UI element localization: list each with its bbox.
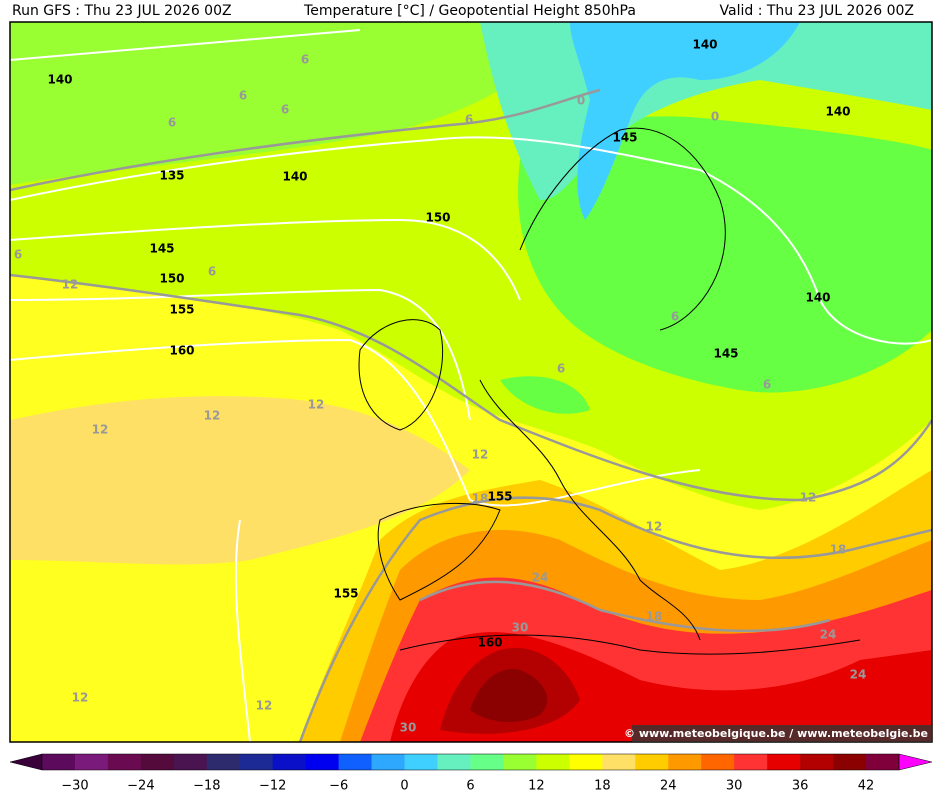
height-label: 140 [692, 38, 717, 52]
colorbar-tick-label: 24 [660, 779, 677, 794]
colorbar-swatch [404, 754, 438, 770]
height-label: 140 [825, 105, 850, 119]
colorbar-arrow [898, 753, 933, 771]
colorbar-swatch [140, 754, 175, 770]
height-label: 140 [282, 170, 307, 184]
run-label: Run GFS : Thu 23 JUL 2026 00Z [12, 3, 232, 19]
colorbar-swatch [734, 754, 768, 770]
colorbar-swatch [833, 754, 867, 770]
height-label: 145 [612, 131, 637, 145]
temperature-label: 6 [763, 378, 771, 392]
height-label: 135 [159, 169, 184, 183]
colorbar-tick-label: 6 [466, 779, 474, 794]
colorbar-swatch [503, 754, 537, 770]
colorbar-tick-label: −24 [127, 779, 154, 794]
temperature-label: 12 [62, 278, 79, 292]
colorbar-swatch [74, 754, 109, 770]
temperature-label: 18 [646, 610, 663, 624]
colorbar-swatch [569, 754, 603, 770]
colorbar-swatch [42, 754, 76, 770]
colorbar-frame [41, 753, 900, 771]
colorbar-tick-label: 42 [858, 779, 875, 794]
temperature-label: 30 [512, 621, 529, 635]
height-label: 155 [169, 303, 194, 317]
height-label: 140 [805, 291, 830, 305]
colorbar-tick-label: 18 [594, 779, 611, 794]
height-label: 145 [713, 347, 738, 361]
height-label: 150 [159, 272, 184, 286]
colorbar-swatch [470, 754, 504, 770]
colorbar-swatch [173, 754, 208, 770]
colorbar-tick-label: −12 [259, 779, 286, 794]
colorbar-swatch [767, 754, 801, 770]
valid-label: Valid : Thu 23 JUL 2026 00Z [720, 3, 914, 19]
height-label: 150 [425, 211, 450, 225]
colorbar-swatch [536, 754, 570, 770]
height-label: 160 [169, 344, 194, 358]
temperature-label: 12 [72, 691, 89, 705]
colorbar-tick-label: 36 [792, 779, 809, 794]
colorbar-swatch [800, 754, 834, 770]
temperature-label: 24 [820, 628, 837, 642]
colorbar-swatch [866, 754, 900, 770]
temperature-label: 30 [400, 721, 417, 735]
colorbar-arrow [9, 753, 43, 771]
colorbar-tick-label: −18 [193, 779, 220, 794]
map-title: Temperature [°C] / Geopotential Height 8… [303, 3, 636, 19]
temperature-label: 12 [308, 398, 325, 412]
colorbar-swatch [305, 754, 339, 770]
colorbar-tick-label: 12 [528, 779, 545, 794]
colorbar-swatch [371, 754, 405, 770]
colorbar-swatch [701, 754, 735, 770]
watermark: © www.meteobelgique.be / www.meteobelgie… [624, 727, 928, 740]
temperature-label: 12 [472, 448, 489, 462]
height-label: 160 [477, 636, 502, 650]
colorbar-swatch [437, 754, 471, 770]
temperature-label: 6 [208, 265, 216, 279]
temperature-label: 24 [850, 668, 867, 682]
height-label: 140 [47, 73, 72, 87]
temperature-label: 6 [281, 103, 289, 117]
temperature-label: 12 [646, 520, 663, 534]
temperature-label: 18 [472, 492, 489, 506]
temperature-label: 24 [532, 571, 549, 585]
temperature-label: 12 [800, 491, 817, 505]
colorbar-swatch [239, 754, 274, 770]
height-label: 155 [333, 587, 358, 601]
temperature-label: 12 [204, 409, 221, 423]
temperature-label: 12 [256, 699, 273, 713]
colorbar-tick-label: −30 [61, 779, 88, 794]
temperature-label: 6 [168, 116, 176, 130]
temperature-label: 18 [830, 543, 847, 557]
colorbar-swatch [668, 754, 702, 770]
colorbar-swatch [107, 754, 142, 770]
temperature-label: 6 [301, 53, 309, 67]
temperature-label: 12 [92, 423, 109, 437]
colorbar-swatch [272, 754, 306, 770]
temperature-label: 0 [711, 110, 719, 124]
colorbar-swatch [338, 754, 372, 770]
colorbar-swatch [602, 754, 636, 770]
colorbar-tick-label: 30 [726, 779, 743, 794]
temperature-label: 6 [14, 248, 22, 262]
temperature-label: 6 [671, 310, 679, 324]
height-label: 145 [149, 242, 174, 256]
map-area: © www.meteobelgique.be / www.meteobelgie… [9, 21, 933, 743]
colorbar-swatch [635, 754, 669, 770]
temperature-label: 0 [577, 94, 585, 108]
height-label: 155 [487, 490, 512, 504]
colorbar-tick-label: −6 [329, 779, 348, 794]
temperature-label: 6 [557, 362, 565, 376]
temperature-label: 6 [239, 89, 247, 103]
colorbar-tick-label: 0 [400, 779, 408, 794]
colorbar-swatch [206, 754, 241, 770]
temperature-label: 6 [465, 113, 473, 127]
